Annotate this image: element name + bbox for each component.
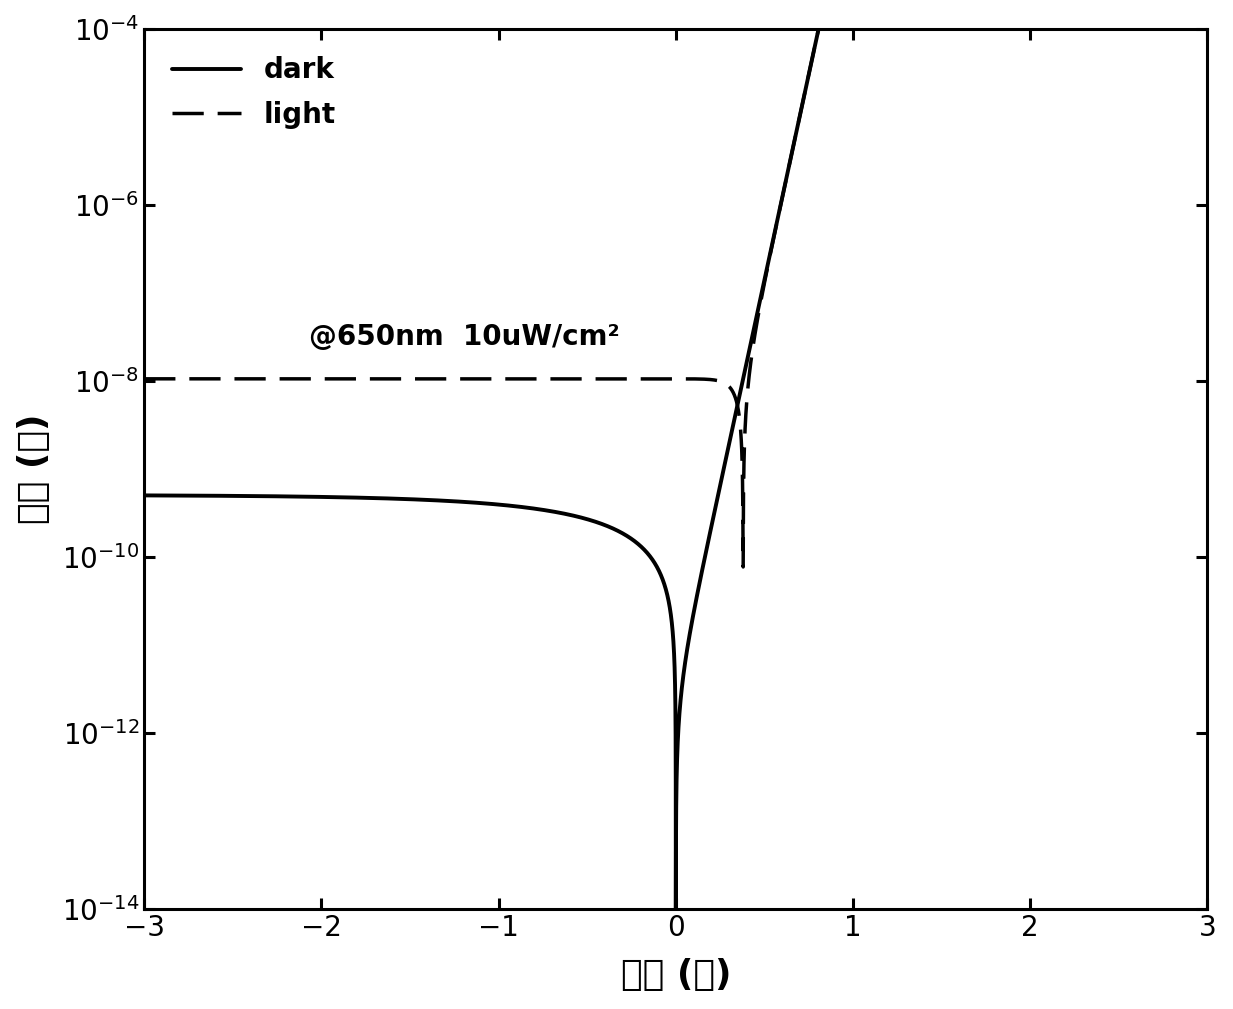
light	[499, 372, 514, 384]
Y-axis label: 电流 (安): 电流 (安)	[17, 414, 51, 524]
dark	[137, 489, 152, 501]
Line: dark: dark	[144, 0, 1207, 909]
Line: light: light	[144, 0, 1207, 567]
light	[137, 372, 152, 384]
dark	[699, 546, 714, 558]
light	[743, 355, 758, 367]
light	[736, 561, 751, 573]
Text: @650nm  10uW/cm²: @650nm 10uW/cm²	[309, 324, 620, 351]
Legend: dark, light: dark, light	[158, 42, 350, 143]
dark	[743, 336, 758, 348]
dark	[668, 903, 683, 915]
dark	[499, 499, 514, 512]
light	[698, 373, 713, 385]
X-axis label: 电压 (伏): 电压 (伏)	[620, 959, 731, 992]
